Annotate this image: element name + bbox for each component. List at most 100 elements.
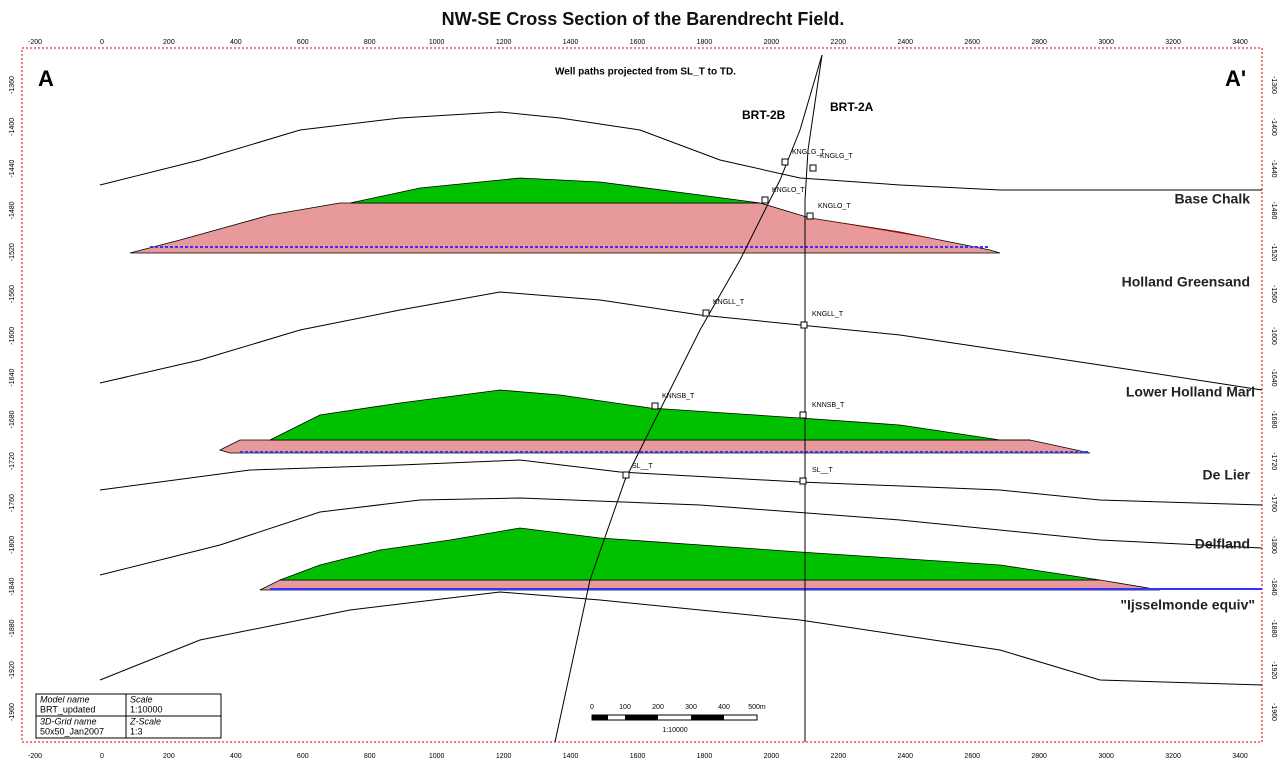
x-tick-label: 1400 — [563, 753, 579, 760]
x-tick-label: 600 — [297, 753, 309, 760]
marker — [782, 159, 788, 165]
x-tick-label: 3000 — [1098, 39, 1114, 46]
y-tick-label: -1720 — [9, 452, 16, 470]
x-tick-label: 1800 — [697, 753, 713, 760]
x-tick-label: 1000 — [429, 753, 445, 760]
x-tick-label: 1600 — [630, 753, 646, 760]
marker-label: KNNSB_T — [812, 402, 845, 409]
x-tick-label: 400 — [230, 39, 242, 46]
x-tick-label: 3400 — [1232, 753, 1248, 760]
y-tick-label: -1400 — [9, 118, 16, 136]
y-tick-label: -1560 — [9, 285, 16, 303]
x-tick-label: 0 — [100, 39, 104, 46]
x-tick-label: 2800 — [1031, 753, 1047, 760]
info-cell: 50x50_Jan2007 — [40, 726, 104, 736]
y-tick-label: -1880 — [1270, 619, 1277, 637]
y-tick-label: -1680 — [1270, 410, 1277, 428]
y-tick-label: -1440 — [9, 160, 16, 178]
formation-label: Delfland — [1195, 536, 1250, 552]
info-cell: Z-Scale — [129, 716, 161, 726]
y-tick-label: -1800 — [9, 536, 16, 554]
marker — [801, 322, 807, 328]
y-tick-label: -1920 — [9, 661, 16, 679]
y-tick-label: -1440 — [1270, 160, 1277, 178]
info-cell: 1:10000 — [130, 704, 163, 714]
x-tick-label: 2200 — [831, 39, 847, 46]
marker — [810, 165, 816, 171]
y-tick-label: -1600 — [9, 327, 16, 345]
x-tick-label: 3200 — [1165, 39, 1181, 46]
y-tick-label: -1960 — [1270, 703, 1277, 721]
cross-section: NW-SE Cross Section of the Barendrecht F… — [0, 0, 1287, 765]
x-tick-label: -200 — [28, 753, 42, 760]
marker — [652, 403, 658, 409]
info-cell: 3D-Grid name — [40, 716, 97, 726]
marker — [800, 412, 806, 418]
well-name: BRT-2A — [830, 100, 874, 114]
marker-label: KNGLG_T — [820, 153, 853, 160]
x-tick-label: -200 — [28, 39, 42, 46]
marker-label: KNNSB_T — [662, 393, 695, 400]
x-tick-label: 2600 — [964, 39, 980, 46]
section-start: A — [38, 66, 54, 91]
y-tick-label: -1920 — [1270, 661, 1277, 679]
marker-label: KNGLL_T — [812, 311, 844, 318]
y-tick-label: -1680 — [9, 410, 16, 428]
y-tick-label: -1640 — [1270, 369, 1277, 387]
marker — [703, 310, 709, 316]
x-tick-label: 2200 — [831, 753, 847, 760]
y-tick-label: -1720 — [1270, 452, 1277, 470]
formation-label: "Ijsselmonde equiv" — [1120, 597, 1255, 613]
scale-label: 300 — [685, 704, 697, 711]
y-tick-label: -1760 — [9, 494, 16, 512]
background — [0, 0, 1287, 765]
info-box: Model name Scale BRT_updated 1:10000 3D-… — [36, 694, 221, 738]
x-tick-label: 1400 — [563, 39, 579, 46]
scale-ratio: 1:10000 — [662, 727, 687, 734]
marker — [762, 197, 768, 203]
formation-label: Holland Greensand — [1122, 274, 1250, 290]
formation-label: De Lier — [1203, 467, 1251, 483]
y-tick-label: -1640 — [9, 369, 16, 387]
marker-label: KNGLO_T — [818, 203, 851, 210]
x-tick-label: 2600 — [964, 753, 980, 760]
y-tick-label: -1360 — [9, 76, 16, 94]
x-tick-label: 2000 — [764, 753, 780, 760]
scale-label: 100 — [619, 704, 631, 711]
y-tick-label: -1400 — [1270, 118, 1277, 136]
scale-bar-segment — [592, 715, 608, 720]
marker-label: SL__T — [812, 467, 833, 474]
scale-label: 500m — [748, 704, 766, 711]
x-tick-label: 800 — [364, 753, 376, 760]
x-tick-label: 200 — [163, 39, 175, 46]
note: Well paths projected from SL_T to TD. — [555, 67, 736, 78]
x-tick-label: 3000 — [1098, 753, 1114, 760]
y-tick-label: -1960 — [9, 703, 16, 721]
marker-label: KNGLL_T — [713, 299, 745, 306]
x-tick-label: 200 — [163, 753, 175, 760]
marker — [807, 213, 813, 219]
x-tick-label: 1000 — [429, 39, 445, 46]
section-end: A' — [1225, 66, 1246, 91]
title: NW-SE Cross Section of the Barendrecht F… — [442, 9, 845, 29]
y-tick-label: -1520 — [9, 243, 16, 261]
scale-bar-segment — [625, 715, 658, 720]
scale-label: 400 — [718, 704, 730, 711]
x-tick-label: 0 — [100, 753, 104, 760]
scale-label: 200 — [652, 704, 664, 711]
formation-label: Lower Holland Marl — [1126, 384, 1255, 400]
scale-label: 0 — [590, 704, 594, 711]
x-tick-label: 1200 — [496, 39, 512, 46]
x-tick-label: 2400 — [897, 753, 913, 760]
y-tick-label: -1760 — [1270, 494, 1277, 512]
scale-bar-segment — [691, 715, 724, 720]
marker-label: SL__T — [632, 463, 653, 470]
y-tick-label: -1560 — [1270, 285, 1277, 303]
y-tick-label: -1840 — [9, 578, 16, 596]
well-name: BRT-2B — [742, 108, 786, 122]
y-tick-label: -1480 — [1270, 201, 1277, 219]
y-tick-label: -1480 — [9, 201, 16, 219]
y-tick-label: -1600 — [1270, 327, 1277, 345]
y-tick-label: -1840 — [1270, 578, 1277, 596]
y-tick-label: -1520 — [1270, 243, 1277, 261]
